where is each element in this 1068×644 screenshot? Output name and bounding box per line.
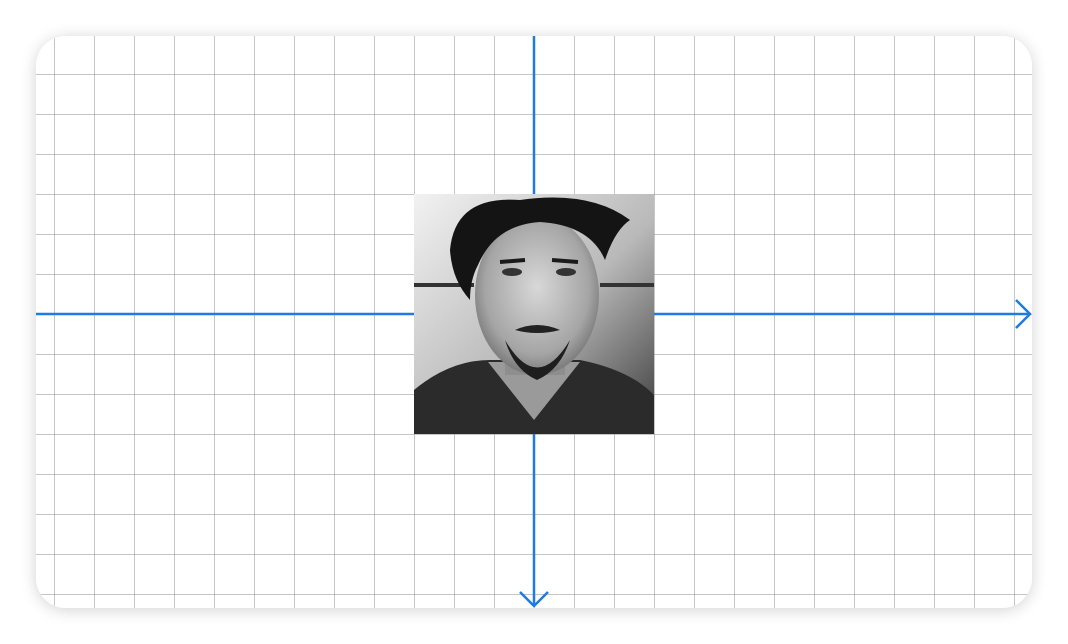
- y-axis-arrow: [519, 591, 549, 608]
- x-axis-arrow: [1015, 299, 1032, 329]
- portrait-photo: [414, 194, 654, 434]
